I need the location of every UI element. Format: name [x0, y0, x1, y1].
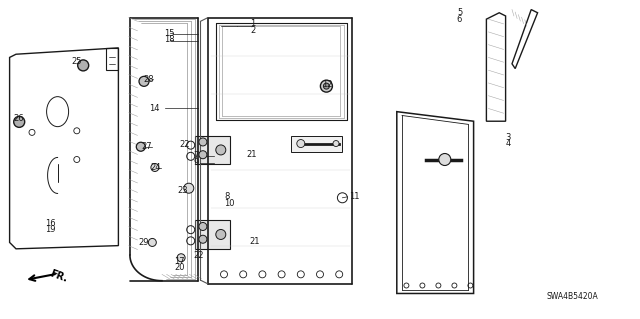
Text: SWA4B5420A: SWA4B5420A [547, 292, 598, 301]
Circle shape [321, 80, 332, 92]
Text: 7: 7 [193, 151, 198, 160]
Text: 23: 23 [177, 186, 188, 195]
Text: 24: 24 [151, 163, 161, 172]
Text: 22: 22 [193, 251, 204, 260]
Text: 21: 21 [250, 237, 260, 246]
Text: 18: 18 [164, 35, 175, 44]
Circle shape [199, 138, 207, 146]
Circle shape [216, 145, 226, 155]
Circle shape [148, 238, 156, 247]
Text: 5: 5 [457, 8, 462, 17]
Text: 2: 2 [250, 26, 255, 35]
Text: 12: 12 [323, 80, 333, 89]
Text: 14: 14 [150, 104, 160, 113]
Text: 15: 15 [164, 29, 175, 38]
Text: 29: 29 [138, 238, 148, 247]
Text: 17: 17 [174, 257, 184, 266]
Circle shape [177, 254, 185, 262]
Text: 26: 26 [14, 114, 24, 122]
Text: 8: 8 [224, 192, 229, 201]
Circle shape [439, 153, 451, 166]
Circle shape [199, 151, 207, 159]
Text: 21: 21 [246, 150, 257, 159]
Text: FR.: FR. [48, 268, 68, 284]
Polygon shape [195, 220, 230, 249]
Circle shape [151, 163, 159, 172]
Circle shape [297, 139, 305, 148]
Circle shape [333, 141, 339, 146]
Text: 3: 3 [506, 133, 511, 142]
Text: 4: 4 [506, 139, 511, 148]
Polygon shape [291, 136, 342, 152]
Text: 16: 16 [45, 219, 55, 228]
Circle shape [136, 142, 145, 151]
Text: 11: 11 [349, 192, 359, 201]
Polygon shape [195, 136, 230, 164]
Text: 1: 1 [250, 19, 255, 28]
Circle shape [77, 60, 89, 71]
Text: 19: 19 [45, 225, 55, 234]
Text: 6: 6 [457, 15, 462, 24]
Text: 27: 27 [141, 142, 152, 151]
Circle shape [199, 222, 207, 231]
Text: 10: 10 [224, 199, 234, 208]
Circle shape [323, 83, 330, 89]
Text: 25: 25 [72, 57, 82, 66]
Text: 20: 20 [174, 263, 184, 272]
Circle shape [184, 183, 194, 193]
Circle shape [216, 229, 226, 240]
Circle shape [13, 116, 25, 127]
Circle shape [139, 76, 149, 86]
Text: 22: 22 [179, 140, 189, 149]
Text: 28: 28 [143, 75, 154, 84]
Circle shape [199, 235, 207, 243]
Text: 9: 9 [193, 158, 198, 167]
